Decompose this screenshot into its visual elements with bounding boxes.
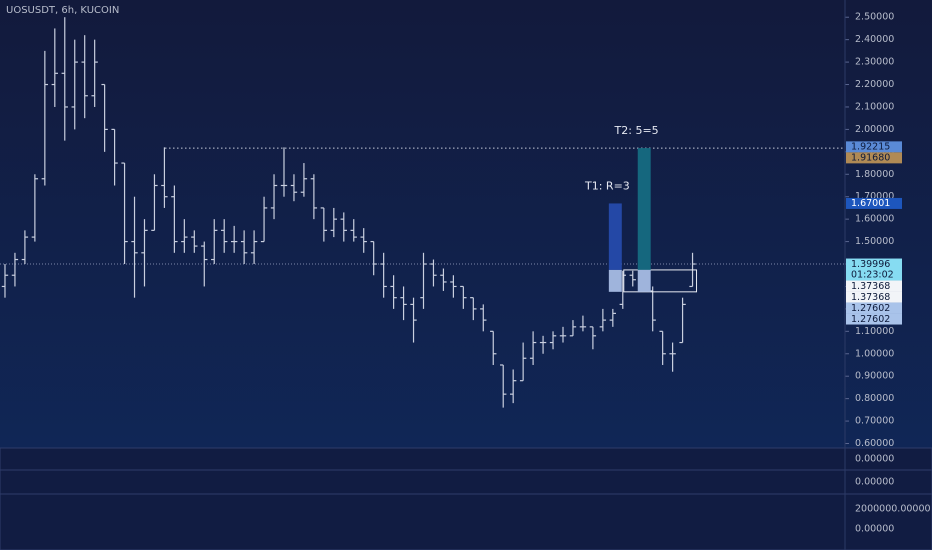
chart-title: UOSUSDT, 6h, KUCOIN [6, 5, 119, 16]
price-badge [846, 258, 902, 281]
stop-zone [608, 269, 622, 292]
y-tick-label: 1.60000 [855, 214, 894, 225]
price-badge [846, 313, 902, 325]
y-tick-label: 1.00000 [855, 348, 894, 359]
target-zone [637, 148, 651, 270]
pane-axis-label: 2000000.00000 [855, 504, 931, 515]
y-tick-label: 0.80000 [855, 393, 894, 404]
price-badge-label: 1.39996 [851, 259, 890, 270]
y-tick-label: 1.70000 [855, 191, 894, 202]
price-badge [846, 291, 902, 303]
y-tick-label: 1.50000 [855, 236, 894, 247]
position-label: T2: 5=5 [614, 124, 659, 137]
range-box [623, 269, 698, 293]
y-tick-label: 2.20000 [855, 79, 894, 90]
y-tick-label: 2.10000 [855, 101, 894, 112]
y-tick-label: 0.70000 [855, 416, 894, 427]
pane-axis-label: 0.00000 [855, 477, 894, 488]
position-label: T1: R=3 [584, 179, 630, 192]
pane-axis-label: 0.00000 [855, 524, 894, 535]
price-badge [846, 152, 902, 164]
target-zone [608, 203, 622, 270]
y-tick-label: 2.40000 [855, 34, 894, 45]
price-badge [846, 197, 902, 209]
price-badge-label: 1.92215 [851, 142, 890, 153]
pane-axis-label: 0.00000 [855, 454, 894, 465]
y-tick-label: 1.80000 [855, 169, 894, 180]
price-badge-label: 1.37368 [851, 292, 890, 303]
stop-zone [637, 269, 651, 292]
y-tick-label: 2.50000 [855, 12, 894, 23]
y-tick-label: 1.10000 [855, 326, 894, 337]
y-tick-label: 2.00000 [855, 124, 894, 135]
price-badge [846, 280, 902, 292]
indicator-pane [0, 493, 932, 550]
indicator-pane [0, 469, 932, 495]
y-tick-label: 0.90000 [855, 371, 894, 382]
countdown-label: 01:23:02 [851, 270, 894, 281]
price-badge-label: 1.37368 [851, 281, 890, 292]
y-tick-label: 2.30000 [855, 57, 894, 68]
price-badge-label: 1.27602 [851, 314, 890, 325]
y-tick-label: 0.60000 [855, 438, 894, 449]
price-badge-label: 1.91680 [851, 153, 890, 164]
price-badge [846, 302, 902, 314]
price-badge-label: 1.67001 [851, 198, 890, 209]
indicator-pane [0, 447, 932, 471]
price-badge-label: 1.27602 [851, 303, 890, 314]
price-badge [846, 141, 902, 153]
